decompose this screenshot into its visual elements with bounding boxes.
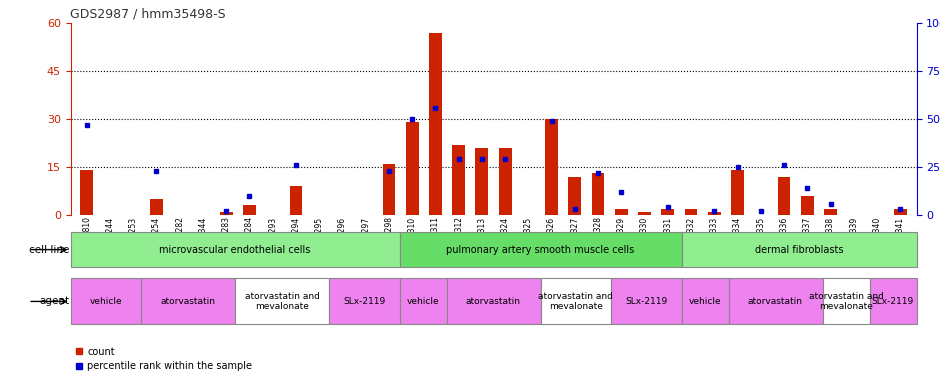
- Text: GDS2987 / hmm35498-S: GDS2987 / hmm35498-S: [70, 7, 227, 20]
- Bar: [894, 209, 906, 215]
- Bar: [329, 278, 400, 324]
- Text: atorvastatin: atorvastatin: [466, 297, 521, 306]
- Bar: [728, 278, 822, 324]
- Bar: [150, 199, 163, 215]
- Bar: [615, 209, 628, 215]
- Bar: [662, 209, 674, 215]
- Bar: [406, 122, 418, 215]
- Bar: [545, 119, 558, 215]
- Text: atorvastatin and
mevalonate: atorvastatin and mevalonate: [244, 292, 320, 311]
- Bar: [591, 174, 604, 215]
- Bar: [400, 232, 682, 267]
- Text: vehicle: vehicle: [689, 297, 721, 306]
- Bar: [708, 212, 721, 215]
- Bar: [446, 278, 540, 324]
- Text: pulmonary artery smooth muscle cells: pulmonary artery smooth muscle cells: [446, 245, 634, 255]
- Bar: [290, 186, 303, 215]
- Bar: [682, 232, 916, 267]
- Bar: [429, 33, 442, 215]
- Text: vehicle: vehicle: [89, 297, 122, 306]
- Bar: [400, 278, 446, 324]
- Text: atorvastatin and
mevalonate: atorvastatin and mevalonate: [539, 292, 613, 311]
- Bar: [822, 278, 870, 324]
- Bar: [611, 278, 682, 324]
- Bar: [682, 278, 728, 324]
- Bar: [499, 148, 511, 215]
- Bar: [452, 145, 465, 215]
- Bar: [70, 232, 400, 267]
- Text: SLx-2119: SLx-2119: [872, 297, 914, 306]
- Text: agent: agent: [39, 296, 70, 306]
- Text: atorvastatin and
mevalonate: atorvastatin and mevalonate: [808, 292, 884, 311]
- Text: cell line: cell line: [29, 245, 70, 255]
- Text: atorvastatin: atorvastatin: [748, 297, 803, 306]
- Bar: [243, 205, 256, 215]
- Text: microvascular endothelial cells: microvascular endothelial cells: [159, 245, 311, 255]
- Legend: count, percentile rank within the sample: count, percentile rank within the sample: [75, 347, 252, 371]
- Bar: [684, 209, 697, 215]
- Bar: [569, 177, 581, 215]
- Bar: [81, 170, 93, 215]
- Bar: [383, 164, 396, 215]
- Text: dermal fibroblasts: dermal fibroblasts: [755, 245, 843, 255]
- Bar: [235, 278, 329, 324]
- Text: atorvastatin: atorvastatin: [161, 297, 215, 306]
- Bar: [731, 170, 744, 215]
- Bar: [638, 212, 651, 215]
- Text: SLx-2119: SLx-2119: [625, 297, 667, 306]
- Text: SLx-2119: SLx-2119: [343, 297, 385, 306]
- Text: vehicle: vehicle: [407, 297, 439, 306]
- Bar: [220, 212, 232, 215]
- Bar: [801, 196, 814, 215]
- Bar: [777, 177, 791, 215]
- Bar: [870, 278, 916, 324]
- Bar: [824, 209, 837, 215]
- Bar: [70, 278, 141, 324]
- Bar: [141, 278, 235, 324]
- Bar: [476, 148, 488, 215]
- Bar: [540, 278, 611, 324]
